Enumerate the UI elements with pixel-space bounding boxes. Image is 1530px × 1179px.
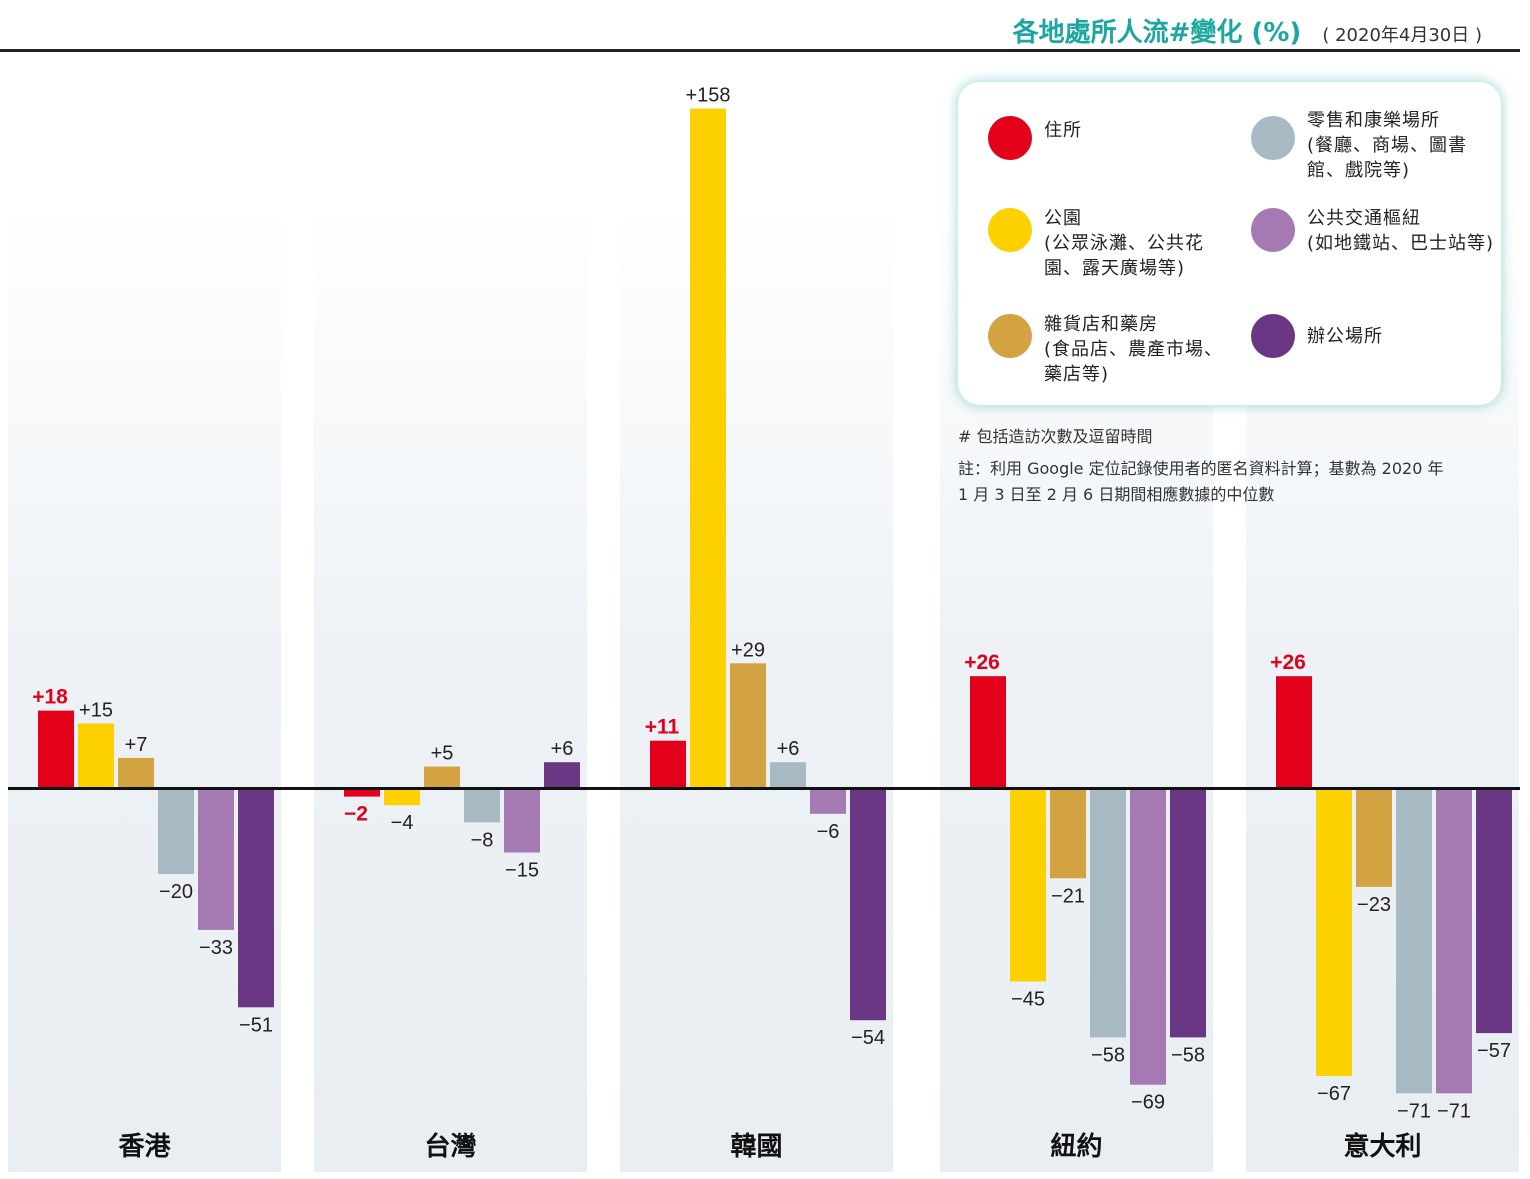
bar-italy-residential	[1276, 676, 1312, 788]
data-label-korea-grocery: +29	[731, 639, 765, 661]
data-label-hong-kong-parks: +15	[79, 700, 113, 722]
category-label-new-york: 紐約	[1050, 1131, 1102, 1162]
bar-taiwan-grocery	[424, 766, 460, 788]
data-label-new-york-retail: −58	[1091, 1044, 1125, 1066]
bar-taiwan-workplaces	[544, 762, 580, 788]
data-label-taiwan-transit: −15	[505, 860, 539, 882]
bar-taiwan-retail	[464, 788, 500, 823]
panel-taiwan	[314, 210, 587, 1172]
chart-title: 各地處所人流#變化 (%)	[1012, 18, 1302, 48]
data-label-new-york-grocery: −21	[1051, 885, 1085, 907]
data-label-taiwan-grocery: +5	[431, 743, 454, 765]
legend-dot-retail	[1251, 116, 1295, 160]
bar-new-york-residential	[970, 676, 1006, 788]
data-label-taiwan-workplaces: +6	[551, 738, 574, 760]
bar-new-york-transit	[1130, 788, 1166, 1085]
legend-label-grocery: 雜貨店和藥房 (食品店、農產市場、藥店等)	[1044, 314, 1224, 385]
data-label-korea-workplaces: −54	[851, 1027, 885, 1049]
legend-label-transit: 公共交通樞紐 (如地鐵站、巴士站等)	[1307, 208, 1495, 254]
data-label-italy-workplaces: −57	[1477, 1040, 1511, 1062]
zero-baseline	[8, 787, 1520, 790]
bar-korea-parks	[690, 108, 726, 789]
legend-label-parks: 公園 (公眾泳灘、公共花園、露天廣場等)	[1044, 208, 1205, 279]
bar-hong-kong-residential	[38, 710, 74, 788]
bar-korea-workplaces	[850, 788, 886, 1021]
legend-dot-grocery	[988, 314, 1032, 358]
data-label-new-york-transit: −69	[1131, 1092, 1165, 1114]
bar-new-york-parks	[1010, 788, 1046, 982]
bar-taiwan-residential	[344, 788, 380, 797]
legend-dot-transit	[1251, 208, 1295, 252]
data-label-new-york-residential: +26	[964, 651, 1000, 674]
data-label-korea-residential: +11	[645, 716, 680, 739]
bar-korea-transit	[810, 788, 846, 814]
data-label-hong-kong-grocery: +7	[125, 734, 148, 756]
data-label-taiwan-residential: −2	[344, 803, 368, 826]
legend-dot-parks	[988, 208, 1032, 252]
chart-date: ( 2020年4月30日 )	[1322, 25, 1482, 46]
data-label-italy-residential: +26	[1270, 651, 1306, 674]
data-label-taiwan-retail: −8	[471, 829, 494, 851]
category-label-italy: 意大利	[1343, 1131, 1421, 1162]
bar-italy-workplaces	[1476, 788, 1512, 1034]
bar-new-york-workplaces	[1170, 788, 1206, 1038]
footnotes: # 包括造訪次數及逗留時間 註：利用 Google 定位記錄使用者的匿名資料計算…	[958, 424, 1513, 508]
data-label-korea-retail: +6	[777, 738, 800, 760]
data-label-taiwan-parks: −4	[391, 812, 414, 834]
bar-korea-residential	[650, 740, 686, 788]
bar-hong-kong-grocery	[118, 757, 154, 788]
data-label-korea-transit: −6	[817, 821, 840, 843]
bar-new-york-retail	[1090, 788, 1126, 1038]
data-label-new-york-workplaces: −58	[1171, 1044, 1205, 1066]
bar-italy-retail	[1396, 788, 1432, 1094]
legend: 住所 零售和康樂場所 (餐廳、商場、圖書館、戲院等) 公園 (公眾泳灘、公共花園…	[958, 82, 1501, 405]
data-label-new-york-parks: −45	[1011, 989, 1045, 1011]
footnote-definition: # 包括造訪次數及逗留時間	[958, 427, 1153, 446]
chart-header: 各地處所人流#變化 (%) ( 2020年4月30日 )	[1013, 12, 1482, 49]
bar-hong-kong-workplaces	[238, 788, 274, 1008]
bar-taiwan-transit	[504, 788, 540, 853]
bar-hong-kong-parks	[78, 723, 114, 788]
bar-hong-kong-retail	[158, 788, 194, 874]
bar-taiwan-parks	[384, 788, 420, 806]
legend-label-retail: 零售和康樂場所 (餐廳、商場、圖書館、戲院等)	[1307, 110, 1468, 181]
legend-dot-workplaces	[1251, 314, 1295, 358]
category-label-hong-kong: 香港	[118, 1132, 171, 1162]
footnote-method: 註：利用 Google 定位記錄使用者的匿名資料計算；基數為 2020 年 1 …	[958, 459, 1444, 504]
legend-dot-residential	[988, 116, 1032, 160]
category-label-taiwan: 台灣	[424, 1131, 476, 1162]
data-label-italy-parks: −67	[1317, 1083, 1351, 1105]
data-label-hong-kong-transit: −33	[199, 937, 233, 959]
bar-korea-retail	[770, 762, 806, 788]
title-rule	[0, 49, 1520, 52]
bar-italy-grocery	[1356, 788, 1392, 887]
legend-label-residential: 住所	[1044, 120, 1082, 141]
data-label-italy-grocery: −23	[1357, 894, 1391, 916]
data-label-italy-transit: −71	[1437, 1100, 1471, 1122]
legend-label-workplaces: 辦公場所	[1307, 326, 1383, 347]
bar-hong-kong-transit	[198, 788, 234, 930]
category-label-korea: 韓國	[730, 1132, 782, 1162]
data-label-hong-kong-workplaces: −51	[239, 1014, 273, 1036]
bar-korea-grocery	[730, 663, 766, 788]
panel-hong-kong	[8, 210, 281, 1172]
bar-italy-parks	[1316, 788, 1352, 1077]
data-label-hong-kong-retail: −20	[159, 881, 193, 903]
data-label-italy-retail: −71	[1397, 1100, 1431, 1122]
data-label-korea-parks: +158	[685, 85, 730, 107]
data-label-hong-kong-residential: +18	[32, 686, 68, 709]
bar-italy-transit	[1436, 788, 1472, 1094]
bar-new-york-grocery	[1050, 788, 1086, 879]
